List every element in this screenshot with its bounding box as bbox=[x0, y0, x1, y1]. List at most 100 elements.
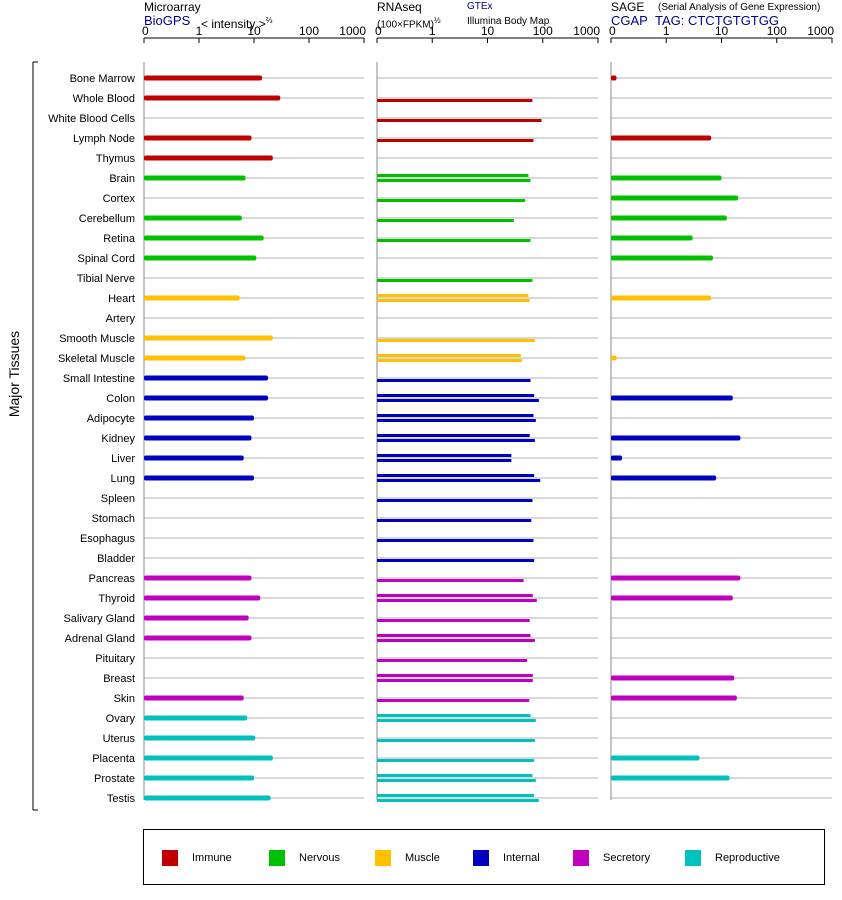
sage-bar bbox=[611, 475, 717, 481]
tissue-label: Lung bbox=[111, 473, 135, 485]
tissue-label: Placenta bbox=[92, 753, 136, 765]
rnaseq-gtex-bar bbox=[377, 539, 534, 542]
sage-bar bbox=[611, 135, 712, 141]
legend-label: Secretory bbox=[603, 852, 651, 864]
microarray-bar bbox=[144, 175, 246, 181]
rnaseq-gtex-bar bbox=[377, 139, 534, 142]
legend-swatch bbox=[375, 850, 391, 866]
rnaseq-ibm-bar bbox=[377, 459, 512, 462]
tissue-label: Skeletal Muscle bbox=[58, 353, 135, 365]
rnaseq-gtex-bar bbox=[377, 434, 530, 437]
sage-bar bbox=[611, 75, 617, 81]
rnaseq-gtex-bar bbox=[377, 794, 535, 797]
rnaseq-unit-exponent: ½ bbox=[433, 16, 441, 25]
x-tick-label: 100 bbox=[767, 24, 787, 38]
y-axis-label: Major Tissues bbox=[6, 331, 22, 417]
sage-title: SAGE bbox=[611, 0, 645, 14]
rnaseq-gtex-bar bbox=[377, 279, 533, 282]
tissue-label: Bladder bbox=[97, 553, 135, 565]
rnaseq-source-illumina: Illumina Body Map bbox=[467, 16, 550, 27]
tissue-label: Artery bbox=[106, 313, 136, 325]
rnaseq-gtex-bar bbox=[377, 414, 534, 417]
sage-bar bbox=[611, 355, 617, 361]
tissue-label: Liver bbox=[111, 453, 135, 465]
microarray-bar bbox=[144, 575, 252, 581]
microarray-bar bbox=[144, 415, 254, 421]
rnaseq-gtex-bar bbox=[377, 579, 524, 582]
rnaseq-unit-text: (100×FPKM) bbox=[377, 19, 434, 31]
x-tick-label: 1 bbox=[663, 24, 670, 38]
sage-bar bbox=[611, 395, 733, 401]
rnaseq-gtex-bar bbox=[377, 199, 526, 202]
microarray-bar bbox=[144, 795, 271, 801]
rnaseq-ibm-bar bbox=[377, 799, 539, 802]
legend: Immune Nervous Muscle Internal Secretory Repr… bbox=[143, 829, 825, 885]
tissue-label: Uterus bbox=[103, 733, 136, 745]
rnaseq-gtex-bar bbox=[377, 99, 533, 102]
legend-swatch bbox=[685, 850, 701, 866]
sage-bar bbox=[611, 675, 735, 681]
sage-bar bbox=[611, 695, 737, 701]
microarray-bar bbox=[144, 775, 254, 781]
microarray-bar bbox=[144, 135, 252, 141]
rnaseq-gtex-bar bbox=[377, 474, 535, 477]
sage-subtitle: (Serial Analysis of Gene Expression) bbox=[658, 2, 821, 13]
x-tick-label: 1000 bbox=[807, 24, 834, 38]
sage-source: CGAP bbox=[611, 13, 648, 28]
tissue-label: Skin bbox=[114, 693, 135, 705]
rnaseq-gtex-bar bbox=[377, 519, 532, 522]
rnaseq-gtex-bar bbox=[377, 339, 535, 342]
microarray-bar bbox=[144, 695, 244, 701]
x-tick-label: 0 bbox=[375, 24, 382, 38]
x-tick-label: 100 bbox=[299, 24, 319, 38]
sage-bar bbox=[611, 575, 741, 581]
rnaseq-gtex-bar bbox=[377, 594, 533, 597]
microarray-unit: < intensity >⅔ bbox=[201, 14, 272, 31]
microarray-source: BioGPS bbox=[144, 13, 191, 28]
x-tick-label: 0 bbox=[609, 24, 616, 38]
rnaseq-gtex-bar bbox=[377, 119, 542, 122]
rnaseq-gtex-bar bbox=[377, 714, 531, 717]
tissue-label: Thyroid bbox=[98, 593, 135, 605]
microarray-unit-text: < intensity > bbox=[201, 17, 266, 31]
rnaseq-gtex-bar bbox=[377, 674, 533, 677]
rnaseq-gtex-bar bbox=[377, 559, 535, 562]
x-tick-label: 10 bbox=[247, 24, 261, 38]
tissue-label: Small Intestine bbox=[63, 373, 135, 385]
rnaseq-gtex-bar bbox=[377, 239, 531, 242]
x-tick-label: 1 bbox=[429, 24, 436, 38]
x-tick-label: 1 bbox=[196, 24, 203, 38]
rnaseq-gtex-bar bbox=[377, 774, 533, 777]
sage-bar bbox=[611, 255, 713, 261]
microarray-bar bbox=[144, 455, 244, 461]
legend-label: Reproductive bbox=[715, 852, 780, 864]
tissue-label: White Blood Cells bbox=[48, 113, 135, 125]
microarray-bar bbox=[144, 335, 273, 341]
rnaseq-ibm-bar bbox=[377, 679, 533, 682]
rnaseq-ibm-bar bbox=[377, 399, 539, 402]
sage-bar bbox=[611, 195, 739, 201]
tissue-label: Bone Marrow bbox=[70, 73, 135, 85]
tissue-label: Stomach bbox=[92, 513, 135, 525]
microarray-bar bbox=[144, 715, 248, 721]
legend-swatch bbox=[162, 850, 178, 866]
microarray-title: Microarray bbox=[144, 0, 201, 14]
tissue-label: Lymph Node bbox=[73, 133, 135, 145]
tissue-label: Salivary Gland bbox=[63, 613, 135, 625]
tissue-label: Spleen bbox=[101, 493, 135, 505]
x-tick-label: 1000 bbox=[339, 24, 366, 38]
tissue-label: Prostate bbox=[94, 773, 135, 785]
rnaseq-gtex-bar bbox=[377, 454, 512, 457]
tissue-label: Pituitary bbox=[95, 653, 135, 665]
tissue-label: Kidney bbox=[101, 433, 135, 445]
microarray-bar bbox=[144, 95, 281, 101]
microarray-bar bbox=[144, 375, 269, 381]
rnaseq-gtex-bar bbox=[377, 379, 531, 382]
rnaseq-ibm-bar bbox=[377, 479, 541, 482]
sage-tag: TAG: CTCTGTGTGG bbox=[655, 13, 779, 28]
tissue-label: Adrenal Gland bbox=[65, 633, 135, 645]
microarray-unit-exponent: ⅔ bbox=[265, 16, 273, 25]
rnaseq-gtex-bar bbox=[377, 294, 529, 297]
tissue-label: Cerebellum bbox=[79, 213, 135, 225]
